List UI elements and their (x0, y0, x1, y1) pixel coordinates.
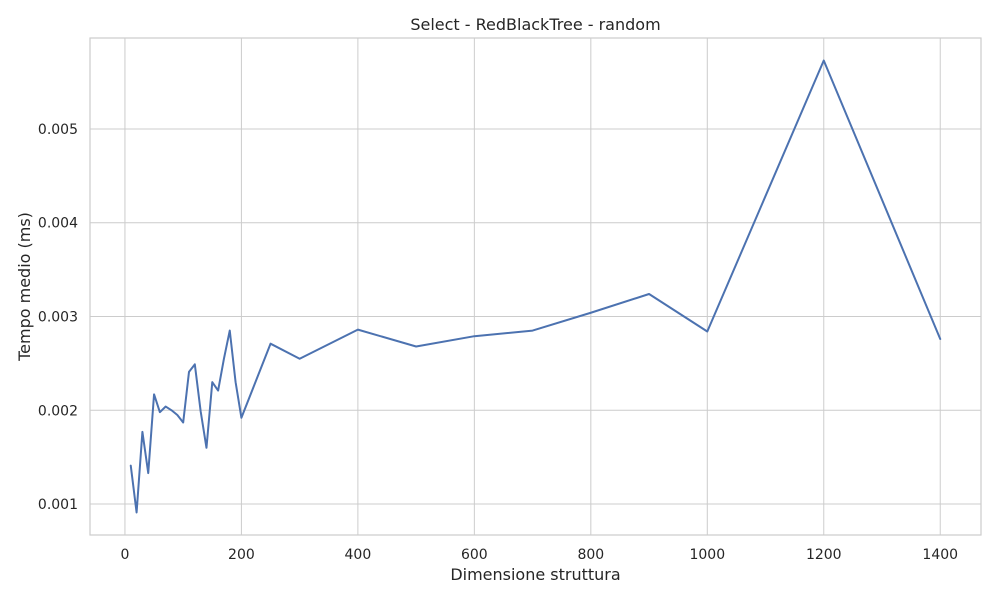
x-tick-label: 1000 (689, 547, 725, 563)
x-tick-label: 800 (577, 547, 604, 563)
y-tick-label: 0.005 (38, 122, 78, 138)
y-tick-label: 0.001 (38, 497, 78, 513)
x-tick-label: 1400 (922, 547, 958, 563)
series-layer (129, 59, 942, 514)
plot-frame (89, 37, 982, 536)
y-tick-labels: 0.001 0.002 0.003 0.004 0.005 (38, 122, 78, 513)
y-axis-title: Tempo medio (ms) (15, 212, 34, 362)
x-tick-label: 1200 (806, 547, 842, 563)
x-tick-labels: 0 200 400 600 800 1000 1200 1400 (120, 547, 958, 563)
y-tick-label: 0.002 (38, 403, 78, 419)
chart-title: Select - RedBlackTree - random (410, 15, 660, 34)
grid-layer (90, 38, 981, 535)
series-line (129, 59, 942, 514)
x-tick-label: 0 (120, 547, 129, 563)
x-axis-title: Dimensione struttura (450, 565, 620, 584)
x-tick-label: 200 (228, 547, 255, 563)
y-tick-label: 0.004 (38, 216, 78, 232)
x-tick-label: 400 (345, 547, 372, 563)
y-tick-label: 0.003 (38, 310, 78, 326)
x-tick-label: 600 (461, 547, 488, 563)
